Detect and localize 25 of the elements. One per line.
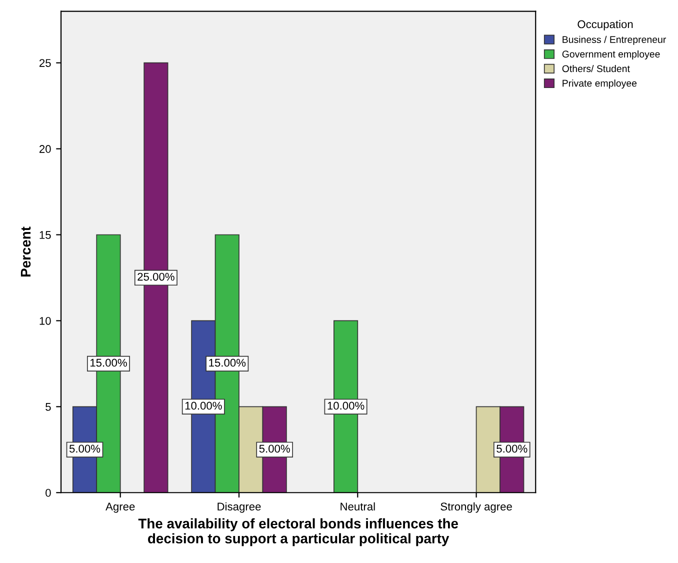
legend-label: Private employee [562,80,637,89]
legend-label: Government employee [562,50,660,60]
data-label: 5.00% [69,444,100,453]
y-tick-label: 20 [40,145,51,153]
x-tick-label: Neutral [340,502,375,511]
x-tick-label: Agree [106,502,135,513]
y-tick-label: 5 [46,403,51,411]
legend-label: Others/ Student [562,64,630,72]
x-tick-label: Disagree [218,502,261,513]
data-label: 5.00% [496,444,528,453]
data-label: 10.00% [328,402,364,410]
y-tick-label: 0 [46,488,51,497]
legend-title: Occupation [578,20,633,30]
y-tick-label: 25 [40,59,51,67]
y-tick-label: 15 [40,231,51,239]
x-axis-title: The availability of electoral bonds influences the decision to support a particular political party [138,518,458,546]
y-axis-title: Percent [20,226,31,276]
data-label: 5.00% [259,444,290,453]
data-label: 25.00% [138,272,174,281]
y-tick-label: 10 [40,316,51,325]
legend-label: Business / Entrepreneur [562,36,666,45]
data-label: 15.00% [209,358,246,367]
data-label: 15.00% [90,358,127,367]
x-tick-label: Strongly agree [440,502,512,513]
data-label: 10.00% [185,402,222,410]
